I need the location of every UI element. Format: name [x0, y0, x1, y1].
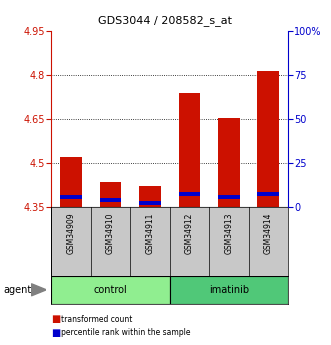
Text: GSM34910: GSM34910 [106, 213, 115, 254]
Text: ■: ■ [51, 314, 61, 324]
Text: ■: ■ [51, 328, 61, 338]
Text: GSM34912: GSM34912 [185, 213, 194, 254]
Bar [51, 276, 169, 304]
Bar [100, 198, 121, 201]
Bar [60, 157, 82, 207]
Text: GSM34909: GSM34909 [67, 213, 75, 254]
Text: transformed count: transformed count [61, 315, 133, 324]
Text: GDS3044 / 208582_s_at: GDS3044 / 208582_s_at [99, 16, 232, 27]
Text: imatinib: imatinib [209, 285, 249, 295]
Bar [258, 71, 279, 207]
Text: control: control [94, 285, 127, 295]
Bar [258, 192, 279, 196]
Polygon shape [31, 284, 46, 296]
Bar [218, 118, 240, 207]
Bar [139, 201, 161, 205]
Text: percentile rank within the sample: percentile rank within the sample [61, 328, 191, 337]
Bar [178, 92, 200, 207]
Bar [178, 192, 200, 196]
Bar [100, 182, 121, 207]
Text: GSM34911: GSM34911 [145, 213, 155, 254]
Bar [218, 195, 240, 199]
Text: GSM34914: GSM34914 [264, 213, 273, 254]
Bar [139, 186, 161, 207]
Bar [169, 276, 288, 304]
Text: agent: agent [3, 285, 31, 295]
Text: GSM34913: GSM34913 [224, 213, 233, 254]
Bar [60, 195, 82, 199]
